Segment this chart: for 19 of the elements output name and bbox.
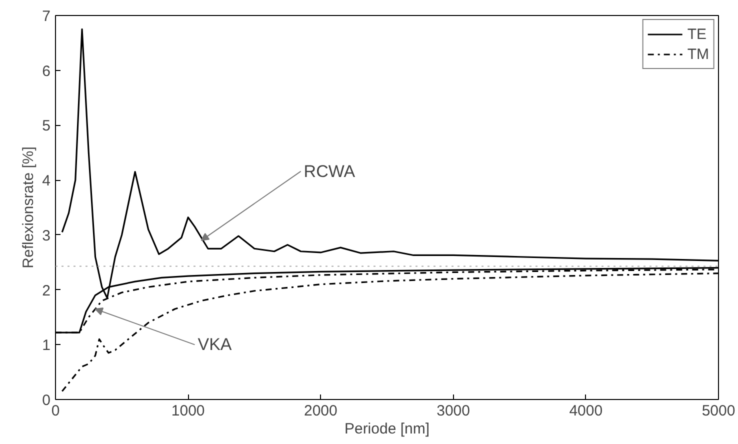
y-axis-title: Reflexionsrate [%] [20, 146, 38, 268]
legend-label: TM [687, 46, 709, 62]
legend-label: TE [687, 26, 708, 42]
annotation: RCWA [304, 162, 356, 181]
y-tick-label: 4 [42, 172, 50, 190]
x-tick-label: 2000 [304, 402, 338, 420]
x-tick-label: 1000 [171, 402, 205, 420]
y-tick-label: 5 [42, 118, 50, 135]
annotation: VKA [198, 335, 232, 354]
y-tick-label: 1 [42, 337, 50, 354]
x-tick-label: 3000 [436, 402, 470, 420]
y-tick-label: 6 [42, 62, 50, 80]
y-tick-label: 2 [42, 282, 50, 300]
y-tick-label: 7 [42, 8, 50, 25]
y-tick-label: 3 [42, 227, 50, 244]
y-tick-label: 0 [42, 392, 50, 409]
x-axis-title: Periode [nm] [344, 420, 430, 438]
x-tick-label: 4000 [569, 402, 603, 420]
x-tick-label: 5000 [702, 402, 736, 420]
